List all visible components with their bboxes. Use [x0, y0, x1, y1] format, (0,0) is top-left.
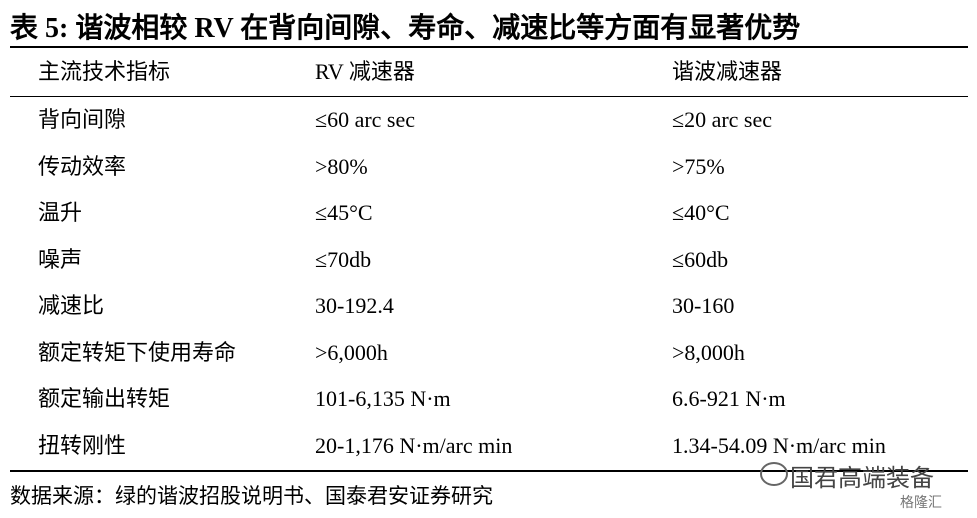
table-cell: ≤20 arc sec — [672, 107, 773, 132]
table-cell: >75% — [672, 153, 725, 179]
row-label: 噪声 — [38, 246, 83, 272]
table-cell: ≤60 arc sec — [315, 107, 416, 132]
table-cell: 20-1,176 N·m/arc min — [315, 432, 513, 458]
table-cell: 1.34-54.09 N·m/arc min — [672, 432, 886, 458]
watermark-account: 国君高端装备 — [790, 464, 934, 492]
column-header: 谐波减速器 — [672, 59, 783, 84]
row-label: 传动效率 — [38, 153, 127, 179]
table-cell: ≤45°C — [315, 200, 373, 225]
row-label: 额定输出转矩 — [38, 386, 171, 411]
table-cell: 101-6,135 N·m — [315, 386, 451, 411]
wechat-icon — [760, 462, 788, 486]
table-cell: ≤60db — [672, 246, 729, 272]
table-cell: ≤70db — [315, 246, 372, 272]
table-title: 表 5: 谐波相较 RV 在背向间隙、寿命、减速比等方面有显著优势 — [10, 13, 801, 44]
watermark-site: 格隆汇 — [900, 495, 942, 511]
source-note: 数据来源：绿的谐波招股说明书、国泰君安证券研究 — [10, 484, 493, 508]
table-cell: >6,000h — [315, 339, 388, 365]
column-header: 主流技术指标 — [38, 59, 171, 84]
bottom-rule — [10, 470, 968, 472]
table-cell: 6.6-921 N·m — [672, 386, 786, 411]
top-rule — [10, 46, 968, 48]
header-rule — [10, 96, 968, 97]
table-cell: >8,000h — [672, 339, 745, 365]
row-label: 扭转刚性 — [38, 432, 127, 458]
row-label: 背向间隙 — [38, 107, 127, 132]
table-cell: 30-192.4 — [315, 293, 394, 318]
column-header: RV 减速器 — [315, 59, 415, 84]
table-cell: 30-160 — [672, 293, 735, 318]
row-label: 额定转矩下使用寿命 — [38, 339, 237, 365]
table-cell: ≤40°C — [672, 200, 730, 225]
row-label: 减速比 — [38, 293, 105, 318]
row-label: 温升 — [38, 200, 83, 225]
table-cell: >80% — [315, 153, 368, 179]
